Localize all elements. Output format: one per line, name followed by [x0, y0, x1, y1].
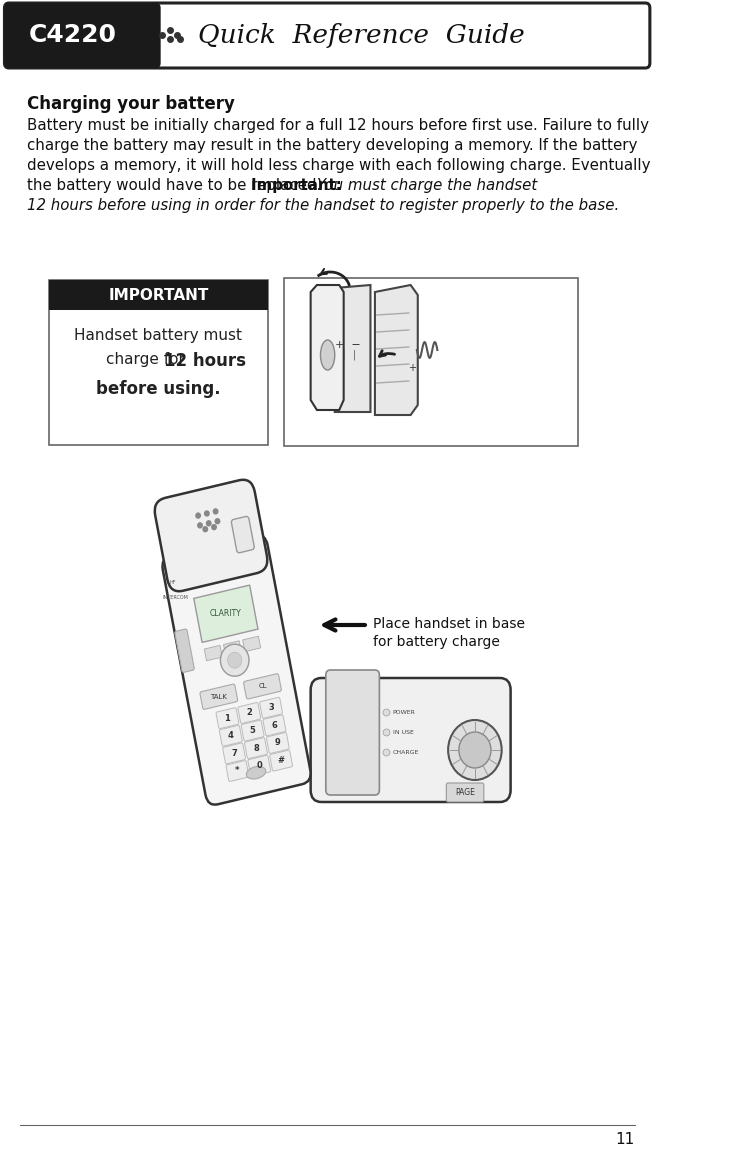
Text: CL: CL: [258, 683, 267, 689]
Circle shape: [459, 732, 491, 768]
Bar: [224, 640, 241, 657]
FancyBboxPatch shape: [241, 720, 264, 741]
FancyBboxPatch shape: [263, 715, 286, 736]
FancyBboxPatch shape: [245, 738, 268, 759]
Text: 5: 5: [250, 726, 256, 736]
Bar: [205, 645, 222, 661]
Bar: [120, 8, 156, 63]
FancyBboxPatch shape: [266, 732, 290, 753]
Bar: [49, 280, 268, 445]
Text: 12 hours: 12 hours: [164, 352, 246, 370]
Bar: [49, 280, 268, 310]
Polygon shape: [335, 285, 370, 413]
Text: 2: 2: [246, 709, 252, 717]
Polygon shape: [311, 285, 344, 410]
Text: CLARITY: CLARITY: [210, 609, 242, 618]
Text: PAGE: PAGE: [455, 788, 475, 796]
Text: Battery must be initially charged for a full 12 hours before first use. Failure : Battery must be initially charged for a …: [27, 119, 649, 132]
FancyBboxPatch shape: [238, 703, 261, 724]
Text: CHARGE: CHARGE: [393, 749, 419, 754]
Text: 12 hours before using in order for the handset to register properly to the base.: 12 hours before using in order for the h…: [27, 198, 619, 213]
Circle shape: [207, 521, 211, 525]
Bar: [243, 636, 261, 652]
Text: |: |: [353, 350, 356, 360]
Ellipse shape: [320, 340, 335, 370]
FancyBboxPatch shape: [163, 536, 311, 804]
Circle shape: [212, 524, 216, 530]
FancyBboxPatch shape: [446, 783, 484, 802]
Text: 9: 9: [275, 739, 281, 747]
Text: Place handset in base: Place handset in base: [373, 617, 525, 631]
Circle shape: [227, 652, 242, 668]
Text: Quick  Reference  Guide: Quick Reference Guide: [198, 22, 525, 48]
Circle shape: [196, 514, 200, 518]
Text: 7: 7: [231, 748, 237, 758]
Bar: [194, 586, 258, 643]
Text: 8: 8: [253, 744, 259, 753]
Text: POWER: POWER: [393, 710, 416, 715]
Ellipse shape: [246, 767, 266, 779]
FancyBboxPatch shape: [175, 629, 194, 673]
Text: 0: 0: [257, 761, 262, 770]
Text: HF: HF: [169, 581, 176, 586]
Text: INTERCOM: INTERCOM: [163, 595, 188, 600]
Circle shape: [216, 518, 220, 524]
Text: charge the battery may result in the battery developing a memory. If the battery: charge the battery may result in the bat…: [27, 138, 637, 153]
Text: 6: 6: [271, 720, 277, 730]
FancyBboxPatch shape: [219, 725, 242, 746]
Text: |: |: [343, 350, 346, 360]
FancyBboxPatch shape: [200, 684, 237, 709]
Circle shape: [203, 526, 207, 532]
Text: You must charge the handset: You must charge the handset: [317, 178, 537, 193]
FancyBboxPatch shape: [270, 751, 292, 772]
Text: develops a memory, it will hold less charge with each following charge. Eventual: develops a memory, it will hold less cha…: [27, 158, 650, 173]
Circle shape: [221, 644, 249, 676]
FancyBboxPatch shape: [248, 755, 270, 776]
Text: +: +: [408, 363, 416, 373]
Text: TALK: TALK: [210, 694, 227, 700]
FancyBboxPatch shape: [326, 670, 380, 795]
Circle shape: [205, 511, 209, 516]
FancyBboxPatch shape: [259, 697, 282, 718]
Text: the battery would have to be replaced.: the battery would have to be replaced.: [27, 178, 325, 193]
Circle shape: [448, 720, 501, 780]
Text: 3: 3: [268, 703, 274, 712]
Text: charge for: charge for: [106, 352, 185, 367]
Text: *: *: [235, 767, 240, 775]
Text: Important:: Important:: [251, 178, 347, 193]
Text: Charging your battery: Charging your battery: [27, 95, 235, 113]
FancyBboxPatch shape: [311, 677, 511, 802]
FancyBboxPatch shape: [216, 708, 239, 729]
FancyBboxPatch shape: [155, 480, 268, 591]
Text: before using.: before using.: [96, 380, 221, 399]
Text: Handset battery must: Handset battery must: [75, 328, 243, 343]
FancyBboxPatch shape: [223, 743, 246, 763]
Text: IMPORTANT: IMPORTANT: [108, 287, 209, 302]
Text: for battery charge: for battery charge: [373, 634, 500, 650]
Text: C4220: C4220: [29, 23, 117, 46]
Bar: [284, 278, 578, 446]
Text: IN USE: IN USE: [393, 730, 413, 734]
Polygon shape: [375, 285, 418, 415]
FancyBboxPatch shape: [243, 674, 281, 698]
Text: #: #: [278, 756, 284, 765]
Text: 11: 11: [615, 1133, 635, 1148]
Text: 4: 4: [228, 731, 234, 740]
FancyBboxPatch shape: [232, 516, 254, 553]
Text: 1: 1: [224, 713, 230, 723]
FancyBboxPatch shape: [226, 761, 249, 781]
Text: +  −: + −: [335, 340, 361, 350]
FancyBboxPatch shape: [4, 3, 161, 69]
Circle shape: [213, 509, 218, 514]
Circle shape: [198, 523, 202, 528]
FancyBboxPatch shape: [4, 3, 650, 69]
